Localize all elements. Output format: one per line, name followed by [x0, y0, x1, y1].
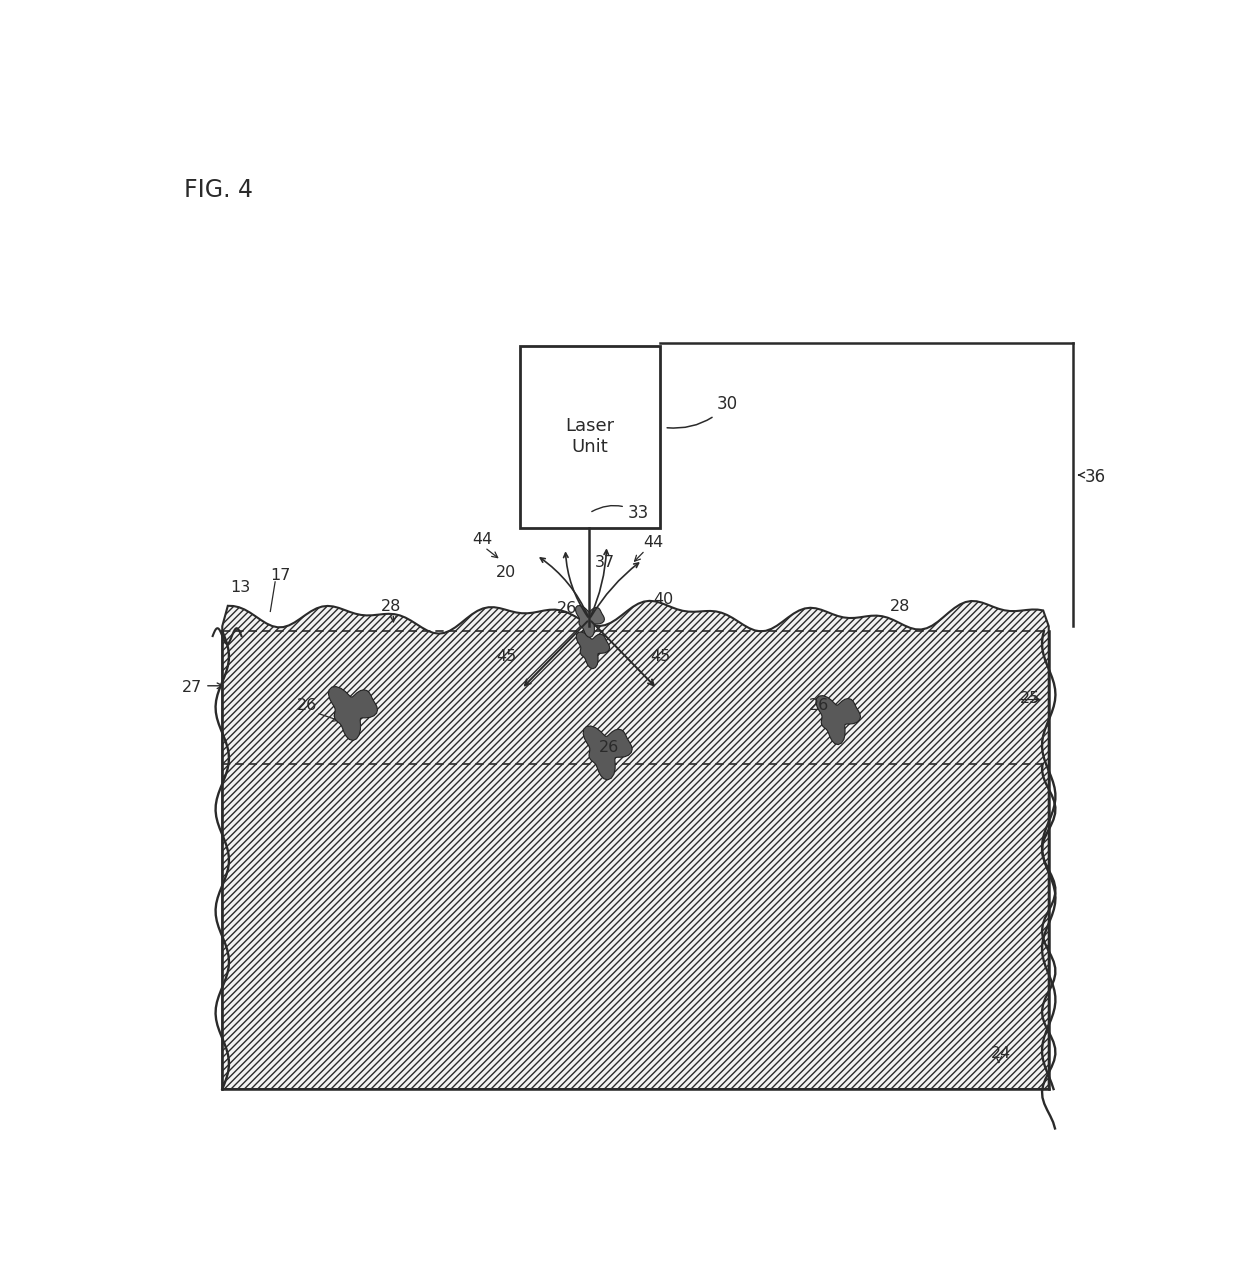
- Polygon shape: [577, 632, 610, 669]
- Text: Laser
Unit: Laser Unit: [565, 417, 614, 457]
- Polygon shape: [222, 601, 1049, 1090]
- Text: 45: 45: [496, 648, 516, 664]
- Polygon shape: [575, 605, 604, 637]
- Bar: [521, 345, 660, 528]
- Text: 26: 26: [808, 698, 828, 712]
- Text: 17: 17: [270, 568, 290, 583]
- Text: 44: 44: [644, 536, 663, 550]
- Text: 25: 25: [1019, 691, 1040, 706]
- Text: 13: 13: [229, 579, 250, 595]
- Text: 36: 36: [1084, 468, 1105, 486]
- Text: 30: 30: [667, 395, 738, 428]
- Text: 26: 26: [599, 741, 619, 756]
- Polygon shape: [329, 687, 377, 741]
- Polygon shape: [583, 726, 632, 780]
- Polygon shape: [816, 696, 861, 744]
- Text: 27: 27: [182, 680, 202, 696]
- Text: 40: 40: [652, 592, 673, 606]
- Text: 44: 44: [472, 532, 492, 547]
- Text: 20: 20: [496, 565, 516, 579]
- Text: 24: 24: [991, 1045, 1012, 1060]
- Text: FIG. 4: FIG. 4: [184, 178, 253, 202]
- Text: 37: 37: [595, 555, 615, 570]
- Text: 26: 26: [557, 601, 577, 616]
- Text: 28: 28: [381, 600, 402, 614]
- Text: 33: 33: [591, 504, 649, 522]
- Text: 45: 45: [650, 648, 670, 664]
- Text: 26: 26: [298, 698, 317, 712]
- Text: 28: 28: [890, 600, 910, 614]
